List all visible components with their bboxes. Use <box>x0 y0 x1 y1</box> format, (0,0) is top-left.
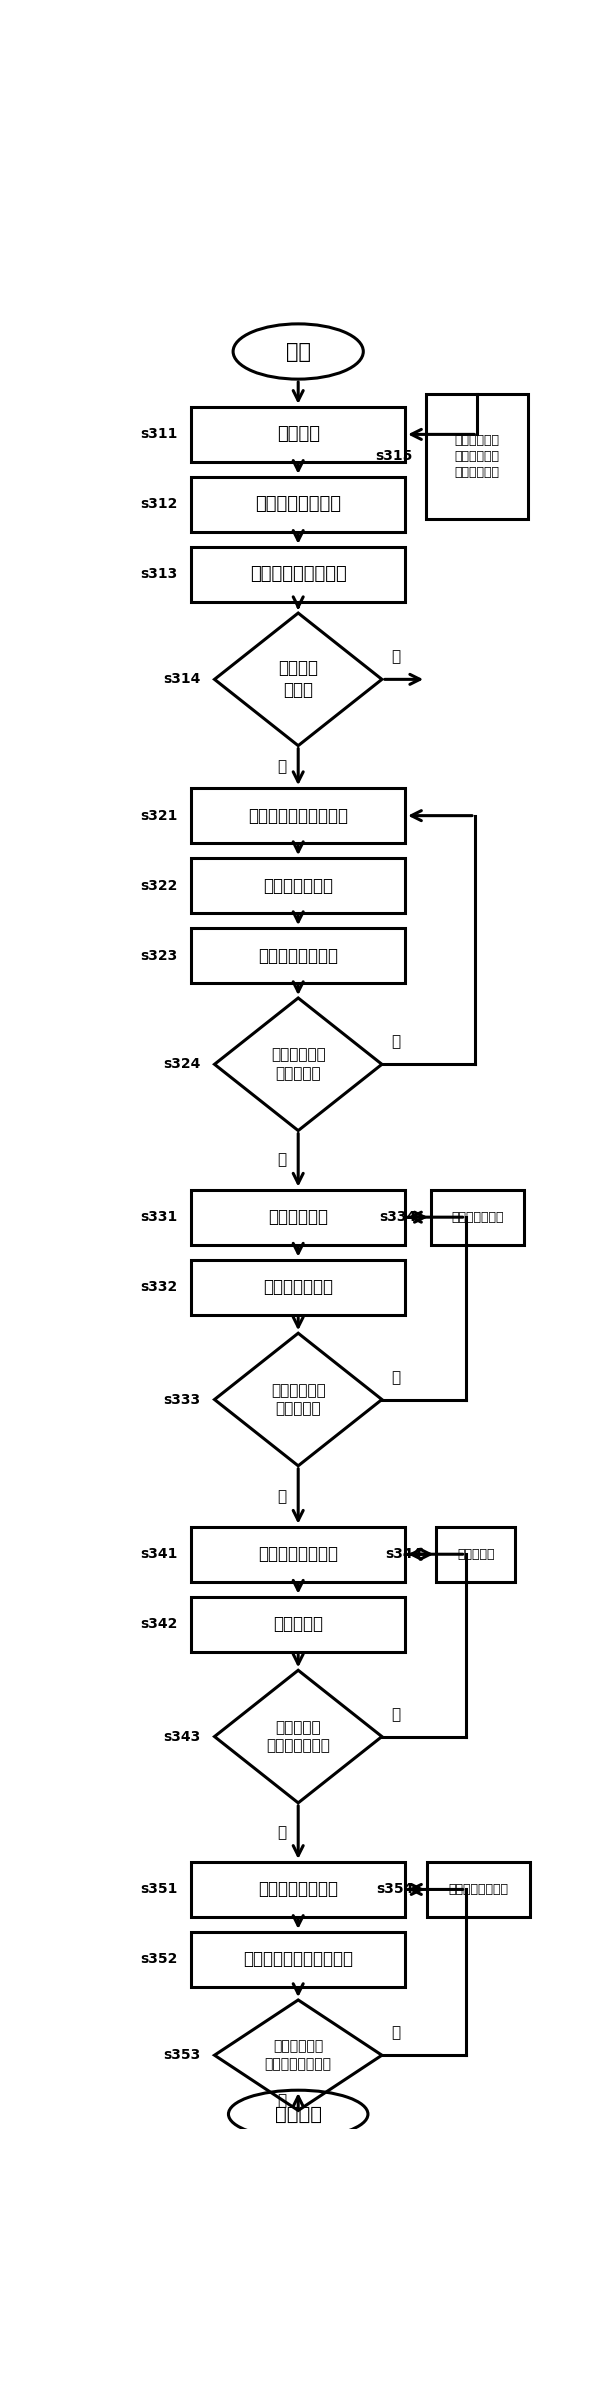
Text: 选定辅助材料: 选定辅助材料 <box>268 1208 328 1227</box>
Text: s331: s331 <box>140 1210 178 1225</box>
Text: 焊接可靠性的评价: 焊接可靠性的评价 <box>258 947 338 964</box>
Text: 批量生产管理基准的生成: 批量生产管理基准的生成 <box>243 1949 353 1969</box>
Text: s353: s353 <box>163 2048 200 2062</box>
Text: 对象制品的
无钓化技术确立: 对象制品的 无钓化技术确立 <box>266 1720 330 1753</box>
Text: s351: s351 <box>140 1883 178 1897</box>
Text: 评价用安装村底的制作: 评价用安装村底的制作 <box>248 806 348 825</box>
Text: 是: 是 <box>277 1153 287 1167</box>
Bar <box>191 476 405 531</box>
Text: s352: s352 <box>140 1952 178 1966</box>
Text: 元件调查: 元件调查 <box>277 426 320 443</box>
Text: 否: 否 <box>391 1708 400 1722</box>
Text: s323: s323 <box>140 950 178 962</box>
Bar <box>436 1526 515 1581</box>
Text: 工艺界限的评价: 工艺界限的评价 <box>263 1277 333 1296</box>
Bar <box>191 1933 405 1988</box>
Text: 批量生产: 批量生产 <box>275 2105 322 2124</box>
Text: 否: 否 <box>391 1371 400 1385</box>
Text: s333: s333 <box>163 1392 200 1406</box>
Text: 否: 否 <box>391 2026 400 2040</box>
Text: s321: s321 <box>140 808 178 823</box>
Text: s341: s341 <box>140 1548 178 1562</box>
Text: 安装外观的评价: 安装外观的评价 <box>263 875 333 895</box>
Text: 焊锡组成
的决定: 焊锡组成 的决定 <box>278 660 318 698</box>
Text: 是: 是 <box>277 1825 287 1839</box>
Bar <box>191 548 405 603</box>
Text: 无钓焊锡的批
量生产技术的确立: 无钓焊锡的批 量生产技术的确立 <box>265 2040 332 2071</box>
Bar <box>191 1261 405 1316</box>
Text: 工艺的改善: 工艺的改善 <box>457 1548 494 1560</box>
Text: 元件的变更、
设备的改良、
新设备的导入: 元件的变更、 设备的改良、 新设备的导入 <box>455 433 500 478</box>
Text: s344: s344 <box>385 1548 422 1562</box>
Bar <box>426 395 529 519</box>
Text: 开始: 开始 <box>286 342 311 361</box>
Text: s315: s315 <box>375 450 412 464</box>
Text: s342: s342 <box>140 1617 178 1631</box>
Text: s324: s324 <box>163 1057 200 1072</box>
Text: 批量生产设备的调查: 批量生产设备的调查 <box>250 565 347 584</box>
Text: s354: s354 <box>376 1883 413 1897</box>
Bar <box>191 787 405 844</box>
Text: 否: 否 <box>391 651 400 665</box>
Bar <box>191 859 405 914</box>
Text: s334: s334 <box>380 1210 417 1225</box>
Bar <box>191 1526 405 1581</box>
Text: 批量生产性的验证: 批量生产性的验证 <box>258 1880 338 1899</box>
Text: s312: s312 <box>140 498 178 512</box>
Text: 无钓焊锡基本
工艺的确立: 无钓焊锡基本 工艺的确立 <box>271 1383 326 1416</box>
Bar <box>191 1595 405 1653</box>
Bar <box>427 1861 530 1916</box>
Text: 元件和村底的
规格的决定: 元件和村底的 规格的决定 <box>271 1048 326 1081</box>
Text: 重新估价管理基准: 重新估价管理基准 <box>449 1883 509 1897</box>
Text: s313: s313 <box>140 567 178 581</box>
Text: s311: s311 <box>140 428 178 443</box>
Bar <box>191 407 405 462</box>
Text: 工艺条件的最优化: 工艺条件的最优化 <box>258 1545 338 1564</box>
Bar <box>191 928 405 983</box>
Text: 否: 否 <box>391 1036 400 1050</box>
Bar <box>191 1189 405 1244</box>
Bar <box>431 1189 524 1244</box>
Text: s322: s322 <box>140 878 178 892</box>
Text: s314: s314 <box>163 672 200 687</box>
Text: s343: s343 <box>163 1729 200 1744</box>
Text: 是: 是 <box>277 758 287 775</box>
Text: 是: 是 <box>277 2093 287 2107</box>
Bar <box>191 1861 405 1916</box>
Text: 制品的验证: 制品的验证 <box>273 1615 323 1634</box>
Text: 印刷电路板的调查: 印刷电路板的调查 <box>255 495 341 514</box>
Text: s332: s332 <box>140 1280 178 1294</box>
Text: 辅助材料的变更: 辅助材料的变更 <box>451 1210 503 1225</box>
Text: 是: 是 <box>277 1488 287 1505</box>
